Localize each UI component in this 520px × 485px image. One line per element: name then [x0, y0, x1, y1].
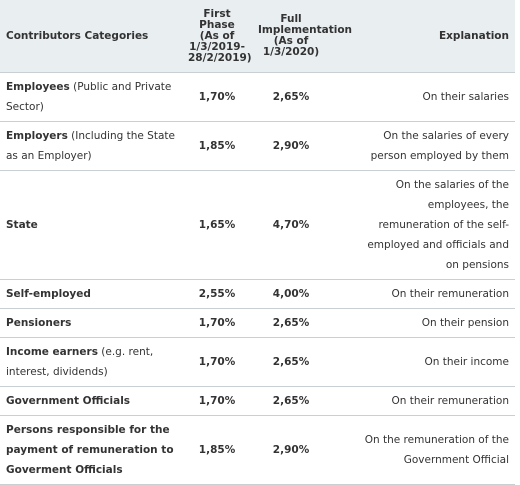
full-rate: 4,00%	[252, 279, 330, 309]
first-phase-rate: 1,70%	[182, 308, 252, 338]
header-row: Contributors Categories First Phase (As o…	[0, 0, 515, 73]
table-row: Income earners (e.g. rent, interest, div…	[0, 337, 515, 387]
first-phase-rate: 1,85%	[182, 415, 252, 485]
category-note: (e.g. rent, interest, dividends)	[6, 346, 154, 378]
table-row: Pensioners 1,70% 2,65% On their pension	[0, 308, 515, 338]
explanation: On their income	[330, 337, 515, 387]
table-row: State 1,65% 4,70% On the salaries of the em…	[0, 170, 515, 280]
category-name: Self-employed	[6, 288, 91, 300]
table-row: Government Officials 1,70% 2,65% On their r…	[0, 386, 515, 416]
header-cell: Explanation	[330, 0, 515, 73]
header-cell: Contributors Categories	[0, 0, 182, 73]
category-cell: Persons responsible for the payment of r…	[0, 415, 182, 485]
full-rate: 2,65%	[252, 72, 330, 122]
category-cell: Employees (Public and Private Sector)	[0, 72, 182, 122]
table-row: Employers (Including the State as an Emp…	[0, 121, 515, 171]
category-cell: Pensioners	[0, 308, 182, 338]
table-row: Self-employed 2,55% 4,00% On their remunera…	[0, 279, 515, 309]
table-body: Employees (Public and Private Sector) 1,7…	[0, 72, 515, 485]
category-cell: Income earners (e.g. rent, interest, div…	[0, 337, 182, 387]
category-name: Employers	[6, 130, 68, 142]
table-row: Employees (Public and Private Sector) 1,7…	[0, 72, 515, 122]
category-name: Employees	[6, 81, 70, 93]
category-name: Persons responsible for the payment of r…	[6, 424, 174, 476]
full-rate: 4,70%	[252, 170, 330, 280]
full-rate: 2,65%	[252, 337, 330, 387]
first-phase-rate: 1,85%	[182, 121, 252, 171]
first-phase-rate: 1,70%	[182, 72, 252, 122]
full-rate: 2,90%	[252, 415, 330, 485]
explanation: On their salaries	[330, 72, 515, 122]
explanation: On the salaries of every person employed…	[330, 121, 515, 171]
category-cell: Employers (Including the State as an Emp…	[0, 121, 182, 171]
category-name: State	[6, 219, 38, 231]
explanation: On their remuneration	[330, 386, 515, 416]
category-name: Government Officials	[6, 395, 131, 407]
category-name: Pensioners	[6, 317, 72, 329]
first-phase-rate: 1,70%	[182, 386, 252, 416]
first-phase-rate: 1,70%	[182, 337, 252, 387]
category-note: (Public and Private Sector)	[6, 81, 172, 113]
category-cell: State	[0, 170, 182, 280]
category-cell: Self-employed	[0, 279, 182, 309]
explanation: On their remuneration	[330, 279, 515, 309]
first-phase-rate: 1,65%	[182, 170, 252, 280]
category-cell: Government Officials	[0, 386, 182, 416]
header-cell: Full Implementation (As of 1/3/2020)	[252, 0, 352, 73]
category-name: Income earners	[6, 346, 98, 358]
explanation: On their pension	[330, 308, 515, 338]
explanation: On the salaries of the employees, the re…	[330, 170, 515, 280]
header-cell: First Phase (As of 1/3/2019-28/2/2019)	[182, 0, 252, 73]
full-rate: 2,65%	[252, 308, 330, 338]
first-phase-rate: 2,55%	[182, 279, 252, 309]
explanation: On the remuneration of the Government Of…	[330, 415, 515, 485]
full-rate: 2,65%	[252, 386, 330, 416]
table-row: Persons responsible for the payment of r…	[0, 415, 515, 485]
category-note: (Including the State as an Employer)	[6, 130, 175, 162]
full-rate: 2,90%	[252, 121, 330, 171]
